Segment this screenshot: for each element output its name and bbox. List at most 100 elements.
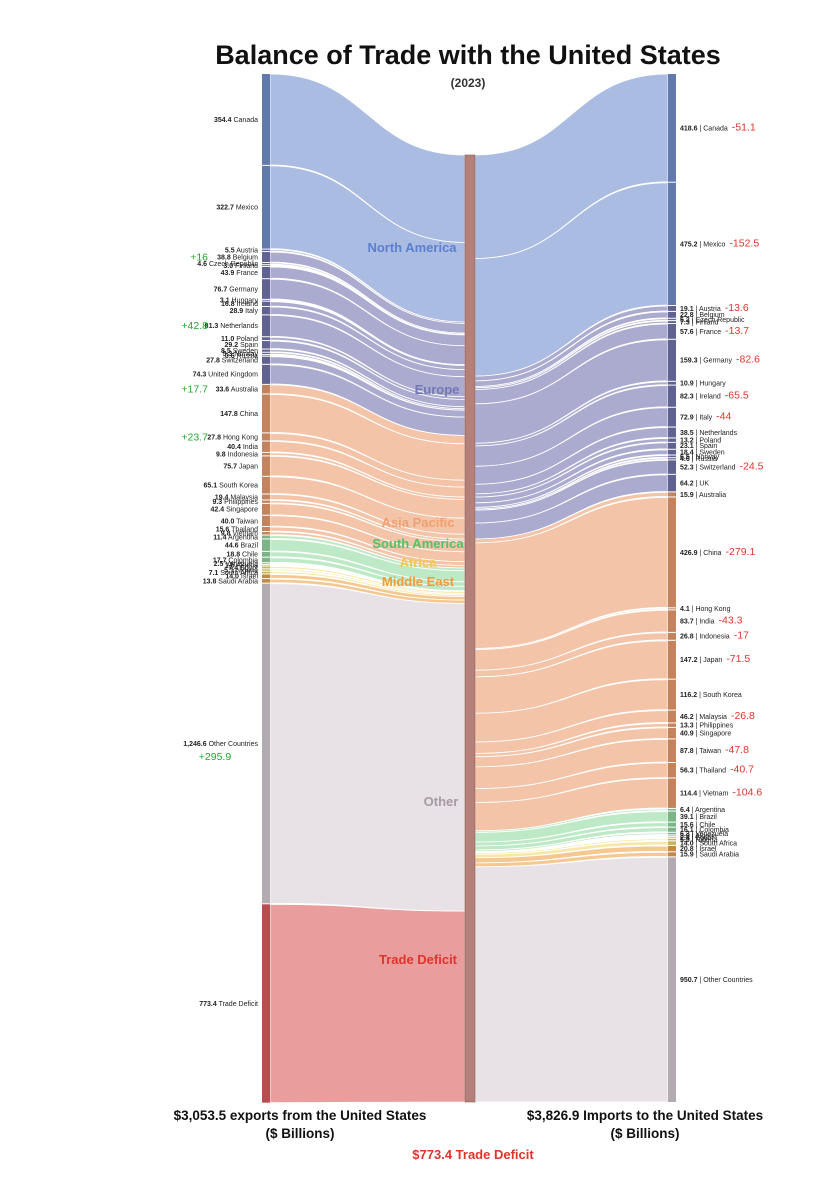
- import-label-japan: 147.2 | Japan -71.5: [680, 653, 750, 665]
- region-label-europe: Europe: [415, 382, 460, 397]
- import-bar-south-africa: [668, 841, 676, 845]
- export-bar-netherlands: [262, 315, 270, 337]
- export-bar-indonesia: [262, 452, 270, 456]
- export-label-spain: 29.2 Spain: [225, 342, 259, 349]
- export-label-france: 43.9 France: [221, 270, 258, 277]
- export-bar-ireland: [262, 301, 270, 306]
- import-bar-egypt: [668, 837, 676, 838]
- import-label-colombia: 16.1 | Colombia: [680, 827, 729, 834]
- export-label-malaysia: 19.4 Malaysia: [215, 494, 258, 501]
- export-label-vietnam: 9.8 Vietnam: [221, 531, 258, 538]
- import-label-thailand: 56.3 | Thailand -40.7: [680, 764, 754, 776]
- export-bar-poland: [262, 337, 270, 341]
- export-bar-philippines: [262, 500, 270, 503]
- imports-total-label: $3,826.9 Imports to the United States: [527, 1108, 763, 1123]
- export-bar-france: [262, 266, 270, 279]
- bars-layer: [262, 74, 676, 1103]
- import-bar-ireland: [668, 385, 676, 407]
- export-label-poland: 11.0 Poland: [221, 336, 258, 343]
- export-bar-nigeria: [262, 569, 270, 571]
- export-diff-belgium: +16: [190, 251, 208, 263]
- export-bar-austria: [262, 249, 270, 252]
- import-bar-japan: [668, 640, 676, 679]
- export-bar-australia: [262, 384, 270, 394]
- export-label-algeria: 1.5 Algeria: [225, 563, 258, 570]
- import-label-egypt: 2.4 | Egypt: [680, 835, 713, 842]
- export-bar-sweden: [262, 349, 270, 352]
- export-label-venezuela: 2.5 Venezuela: [214, 561, 258, 568]
- import-label-canada: 418.6 | Canada -51.1: [680, 121, 756, 133]
- import-bar-hong-kong: [668, 608, 676, 610]
- export-label-sweden: 8.5 Sweden: [221, 348, 258, 355]
- export-bar-brazil: [262, 539, 270, 551]
- import-bar-hungary: [668, 381, 676, 385]
- import-bar-france: [668, 323, 676, 339]
- import-bar-mexico: [668, 182, 676, 305]
- export-bar-vietnam: [262, 532, 270, 535]
- import-bar-norway: [668, 455, 676, 458]
- import-label-czech-republic: 5.2 | Czech Republic: [680, 317, 745, 324]
- export-label-india: 40.4 India: [227, 444, 258, 451]
- export-bar-south-africa: [262, 571, 270, 574]
- export-bar-chile: [262, 551, 270, 557]
- export-label-colombia: 17.7 Colombia: [213, 557, 258, 564]
- export-bar-saudi-arabia: [262, 579, 270, 583]
- export-bar-thailand: [262, 526, 270, 531]
- flows-layer: [269, 73, 669, 1104]
- export-label-mexico: 322.7 Mexico: [216, 205, 258, 212]
- export-diff-australia: +17.7: [181, 384, 208, 396]
- export-label-trade-deficit: 773.4 Trade Deficit: [199, 1001, 258, 1008]
- export-bar-italy: [262, 306, 270, 315]
- export-label-japan: 75.7 Japan: [223, 464, 258, 471]
- export-bar-china: [262, 394, 270, 433]
- import-label-france: 57.6 | France -13.7: [680, 325, 749, 337]
- import-bar-austria: [668, 305, 676, 311]
- import-bar-chile: [668, 822, 676, 827]
- center-node-bar: [464, 154, 476, 1103]
- import-label-malaysia: 46.2 | Malaysia -26.8: [680, 710, 755, 722]
- export-label-south-korea: 65.1 South Korea: [204, 483, 259, 490]
- import-bar-poland: [668, 438, 676, 442]
- export-label-china: 147.8 China: [220, 411, 258, 418]
- import-label-israel: 20.8 | Israel: [680, 846, 717, 853]
- import-bar-philippines: [668, 723, 676, 727]
- export-bar-japan: [262, 456, 270, 476]
- export-label-egypt: 7.4 Egypt: [228, 565, 258, 572]
- export-bar-canada: [262, 74, 270, 165]
- export-label-united-kingdom: 74.3 United Kingdom: [193, 372, 259, 379]
- import-bar-vietnam: [668, 778, 676, 808]
- export-label-brazil: 44.6 Brazil: [225, 543, 259, 550]
- export-bar-algeria: [262, 564, 270, 566]
- import-bar-singapore: [668, 727, 676, 739]
- export-bar-israel: [262, 574, 270, 579]
- region-label-north-america: North America: [367, 240, 457, 255]
- import-bar-belgium: [668, 311, 676, 318]
- import-label-russia: 4.6 | Russia: [680, 456, 717, 463]
- import-label-ireland: 82.3 | Ireland -65.5: [680, 390, 749, 402]
- import-bar-thailand: [668, 762, 676, 778]
- import-bar-italy: [668, 407, 676, 427]
- imports-units-label: ($ Billions): [610, 1126, 679, 1141]
- import-label-germany: 159.3 | Germany -82.6: [680, 354, 760, 366]
- import-bar-brazil: [668, 811, 676, 822]
- export-label-hong-kong: 27.8 Hong Kong: [207, 434, 258, 441]
- import-label-poland: 13.2 | Poland: [680, 438, 721, 445]
- export-label-chile: 18.8 Chile: [226, 552, 258, 559]
- import-bar-malaysia: [668, 710, 676, 723]
- import-label-spain: 23.1 | Spain: [680, 443, 717, 450]
- import-label-finland: 7.3 | Finland: [680, 319, 719, 326]
- import-label-saudi-arabia: 15.9 | Saudi Arabia: [680, 852, 739, 859]
- region-label-south-america: South America: [372, 536, 464, 551]
- import-label-mexico: 475.2 | Mexico -152.5: [680, 237, 759, 249]
- import-label-chile: 15.6 | Chile: [680, 822, 715, 829]
- export-bar-colombia: [262, 557, 270, 563]
- import-label-switzerland: 52.3 | Switzerland -24.5: [680, 461, 764, 473]
- import-bar-uk: [668, 474, 676, 492]
- region-label-africa: Africa: [400, 555, 438, 570]
- import-bar-finland: [668, 321, 676, 323]
- export-bar-switzerland: [262, 356, 270, 364]
- import-label-taiwan: 87.8 | Taiwan -47.8: [680, 744, 749, 756]
- import-bar-sweden: [668, 449, 676, 455]
- import-label-algeria: 3.0 | Algeria: [680, 833, 717, 840]
- export-label-belgium: 38.8 Belgium: [217, 254, 258, 261]
